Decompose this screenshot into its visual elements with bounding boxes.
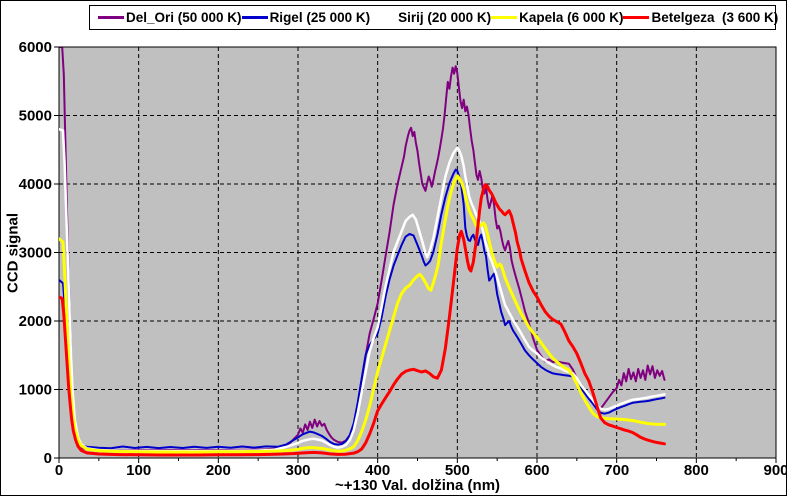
legend-label-betelgeza: Betelgeza (3 600 K) <box>651 10 779 25</box>
y-tick-label-0: 0 <box>44 450 52 467</box>
legend-item-kapela[interactable]: Kapela (6 000 K) <box>491 10 623 25</box>
legend-marker-kapela <box>491 16 518 19</box>
y-tick-label-6000: 6000 <box>19 39 52 56</box>
x-tick-label-800: 800 <box>684 462 709 479</box>
x-tick-label-0: 0 <box>55 462 63 479</box>
x-axis-title: ~+130 Val. dolžina (nm) <box>334 477 501 494</box>
series-betelgeza[interactable] <box>59 183 666 457</box>
series-sirij[interactable] <box>59 127 666 453</box>
legend-marker-sirij <box>370 16 397 19</box>
x-tick-label-900: 900 <box>763 462 787 479</box>
legend-label-sirij: Sirij (20 000 K) <box>398 10 492 25</box>
series-rigel[interactable] <box>59 168 666 450</box>
legend-label-rigel: Rigel (25 000 K) <box>269 10 371 25</box>
legend-item-betelgeza[interactable]: Betelgeza (3 600 K) <box>623 10 778 25</box>
series-kapela[interactable] <box>59 174 666 454</box>
x-tick-label-700: 700 <box>604 462 629 479</box>
legend-marker-rigel <box>241 16 268 19</box>
x-tick-label-600: 600 <box>524 462 549 479</box>
x-tick-label-500: 500 <box>445 462 470 479</box>
y-tick-label-1000: 1000 <box>19 382 52 399</box>
y-tick-label-4000: 4000 <box>19 176 52 193</box>
legend-item-rigel[interactable]: Rigel (25 000 K) <box>241 10 371 25</box>
x-tick-label-400: 400 <box>365 462 390 479</box>
y-tick-label-2000: 2000 <box>19 313 52 330</box>
legend-marker-del-ori <box>98 16 124 19</box>
legend-item-sirij[interactable]: Sirij (20 000 K) <box>370 10 491 25</box>
x-tick-label-100: 100 <box>126 462 151 479</box>
y-axis-title: CCD signal <box>4 212 22 293</box>
legend-item-del-ori[interactable]: Del_Ori (50 000 K) <box>98 10 242 25</box>
y-tick-label-5000: 5000 <box>19 108 52 125</box>
x-tick-label-300: 300 <box>285 462 310 479</box>
legend-label-del-ori: Del_Ori (50 000 K) <box>126 10 242 25</box>
x-tick-label-200: 200 <box>206 462 231 479</box>
legend: Del_Ori (50 000 K) Rigel (25 000 K) Sirij … <box>89 5 778 30</box>
y-tick-label-3000: 3000 <box>19 245 52 262</box>
legend-label-kapela: Kapela (6 000 K) <box>519 10 624 25</box>
legend-marker-betelgeza <box>623 16 650 19</box>
